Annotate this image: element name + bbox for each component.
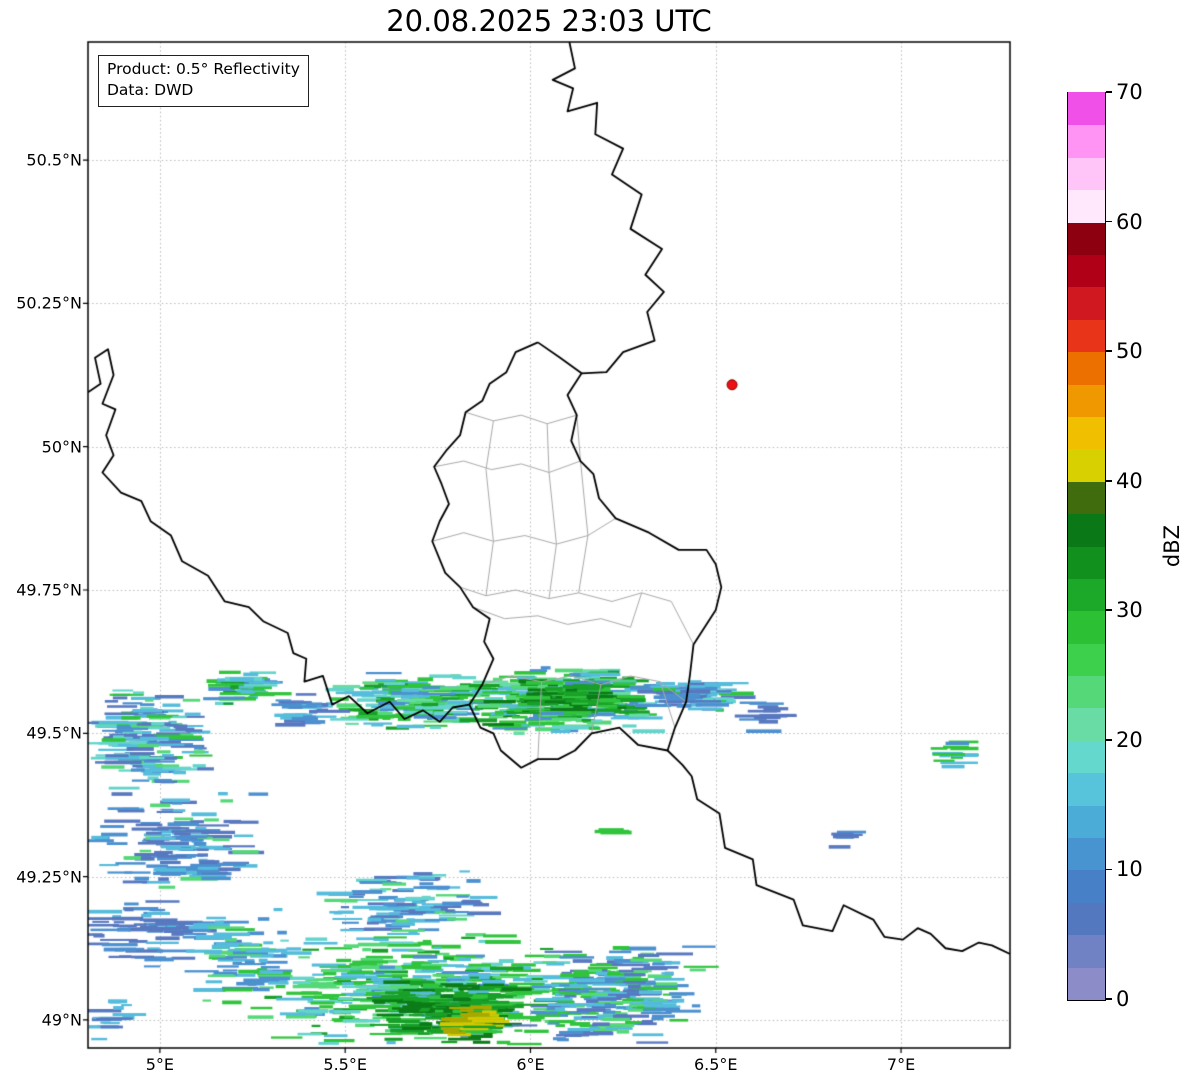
colorbar-band [1068,481,1105,515]
colorbar-band [1068,124,1105,158]
colorbar-band [1068,578,1105,612]
colorbar-band [1068,675,1105,709]
colorbar-band [1068,286,1105,320]
colorbar-band [1068,869,1105,903]
colorbar-band [1068,804,1105,839]
colorbar-band [1068,448,1105,482]
data-source-label: Data: DWD [107,80,194,99]
colorbar-band [1068,707,1105,741]
colorbar-band [1068,513,1105,547]
colorbar-band [1068,416,1105,450]
colorbar-band [1068,772,1105,806]
colorbar-band [1068,383,1105,417]
colorbar-band [1068,254,1105,288]
colorbar-band [1068,934,1105,968]
colorbar-band [1068,643,1105,677]
colorbar-band [1068,319,1105,353]
colorbar-band [1068,837,1105,871]
colorbar-band [1068,351,1105,385]
colorbar-band [1068,610,1105,644]
plot-title: 20.08.2025 23:03 UTC [386,4,712,38]
colorbar-band [1068,902,1105,936]
colorbar-band [1068,92,1105,126]
colorbar-band [1068,966,1105,1000]
colorbar-unit-label: dBZ [1160,524,1184,568]
product-label: Product: 0.5° Reflectivity [107,60,300,78]
product-info-box: Product: 0.5° Reflectivity Data: DWD [98,55,309,107]
colorbar-band [1068,545,1105,579]
colorbar-band [1068,740,1105,774]
colorbar-band [1068,221,1105,255]
colorbar [1067,92,1106,1001]
colorbar-band [1068,189,1105,223]
colorbar-band [1068,157,1105,191]
